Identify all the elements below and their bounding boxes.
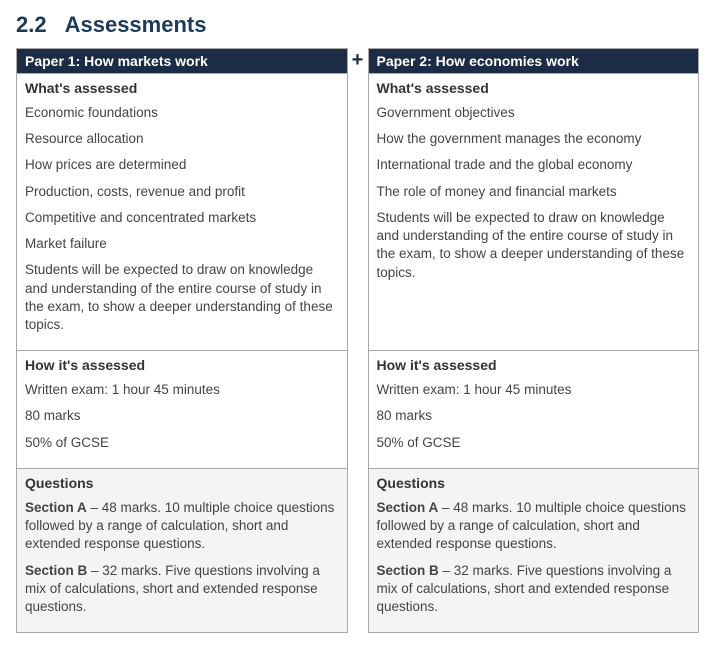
how-line: 50% of GCSE xyxy=(377,434,691,452)
topic-line: Government objectives xyxy=(377,104,691,122)
paper-2-questions: Questions Section A – 48 marks. 10 multi… xyxy=(369,468,699,632)
how-line: 50% of GCSE xyxy=(25,434,339,452)
question-section-a: Section A – 48 marks. 10 multiple choice… xyxy=(377,499,691,554)
paper-2-how-assessed: How it's assessed Written exam: 1 hour 4… xyxy=(369,350,699,468)
how-line: 80 marks xyxy=(25,407,339,425)
topic-note: Students will be expected to draw on kno… xyxy=(25,261,339,334)
topic-line: Resource allocation xyxy=(25,130,339,148)
topic-note: Students will be expected to draw on kno… xyxy=(377,209,691,282)
paper-2-header: Paper 2: How economies work xyxy=(369,49,699,73)
section-title: Assessments xyxy=(65,12,207,37)
how-assessed-label: How it's assessed xyxy=(377,357,691,373)
topic-line: How prices are determined xyxy=(25,156,339,174)
section-number: 2.2 xyxy=(16,12,47,37)
paper-1-whats-assessed: What's assessed Economic foundations Res… xyxy=(17,73,347,350)
how-assessed-label: How it's assessed xyxy=(25,357,339,373)
how-line: Written exam: 1 hour 45 minutes xyxy=(377,381,691,399)
whats-assessed-label: What's assessed xyxy=(25,80,339,96)
whats-assessed-label: What's assessed xyxy=(377,80,691,96)
section-lead: Section A xyxy=(25,500,87,515)
paper-1-header: Paper 1: How markets work xyxy=(17,49,347,73)
topic-line: Economic foundations xyxy=(25,104,339,122)
topic-line: The role of money and financial markets xyxy=(377,183,691,201)
topic-line: International trade and the global econo… xyxy=(377,156,691,174)
how-line: 80 marks xyxy=(377,407,691,425)
paper-1-how-assessed: How it's assessed Written exam: 1 hour 4… xyxy=(17,350,347,468)
paper-2-whats-assessed: What's assessed Government objectives Ho… xyxy=(369,73,699,350)
question-section-b: Section B – 32 marks. Five questions inv… xyxy=(377,562,691,617)
section-lead: Section B xyxy=(377,563,439,578)
topic-line: Market failure xyxy=(25,235,339,253)
paper-2: Paper 2: How economies work What's asses… xyxy=(368,48,700,633)
section-lead: Section B xyxy=(25,563,87,578)
paper-1-questions: Questions Section A – 48 marks. 10 multi… xyxy=(17,468,347,632)
paper-1: Paper 1: How markets work What's assesse… xyxy=(16,48,348,633)
question-section-b: Section B – 32 marks. Five questions inv… xyxy=(25,562,339,617)
papers-row: Paper 1: How markets work What's assesse… xyxy=(16,48,699,633)
topic-line: Production, costs, revenue and profit xyxy=(25,183,339,201)
questions-label: Questions xyxy=(25,475,339,491)
section-heading: 2.2 Assessments xyxy=(16,12,699,38)
topic-line: Competitive and concentrated markets xyxy=(25,209,339,227)
how-line: Written exam: 1 hour 45 minutes xyxy=(25,381,339,399)
section-lead: Section A xyxy=(377,500,439,515)
plus-icon: + xyxy=(348,48,368,633)
questions-label: Questions xyxy=(377,475,691,491)
question-section-a: Section A – 48 marks. 10 multiple choice… xyxy=(25,499,339,554)
topic-line: How the government manages the economy xyxy=(377,130,691,148)
